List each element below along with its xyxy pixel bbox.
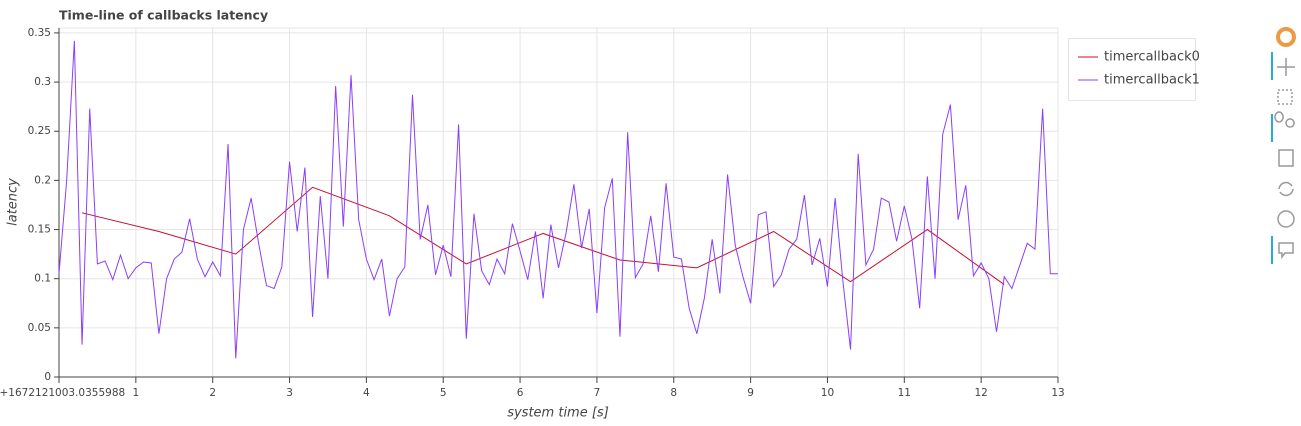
box-zoom-tool[interactable] bbox=[1277, 89, 1293, 105]
chart-title: Time-line of callbacks latency bbox=[59, 8, 268, 23]
x-tick-label: 8 bbox=[670, 387, 677, 399]
grid: 0 0.05 0.1 0.15 0.2 0.25 0.3 0.35 0+1672121003.0… bbox=[0, 27, 1065, 399]
y-tick-label: 0.1 bbox=[34, 273, 51, 285]
legend: timercallback0 timercallback1 bbox=[1078, 50, 1200, 88]
y-tick-label: 0 bbox=[44, 371, 51, 383]
y-tick-label: 0.35 bbox=[28, 27, 51, 39]
save-tool[interactable] bbox=[1278, 149, 1294, 167]
bokeh-logo[interactable] bbox=[1276, 27, 1296, 47]
reset-tool[interactable] bbox=[1278, 181, 1294, 197]
legend-label: timercallback1 bbox=[1104, 73, 1200, 88]
wheel-zoom-tool[interactable] bbox=[1274, 111, 1295, 128]
y-axis-label: latency bbox=[6, 178, 21, 226]
x-tick-label: 11 bbox=[898, 387, 911, 399]
x-tick-label: 6 bbox=[517, 387, 524, 399]
x-tick-label: 9 bbox=[747, 387, 754, 399]
x-tick-label: 12 bbox=[974, 387, 987, 399]
y-tick-label: 0.05 bbox=[28, 322, 51, 334]
plot-area bbox=[58, 40, 1058, 359]
x-tick-label: 2 bbox=[209, 387, 216, 399]
y-tick-label: 0.3 bbox=[34, 76, 51, 88]
x-tick-label: 5 bbox=[440, 387, 447, 399]
help-tool[interactable] bbox=[1277, 210, 1295, 228]
x-tick-label: 7 bbox=[594, 387, 601, 399]
x-tick-label: 1 bbox=[133, 387, 140, 399]
hover-tool[interactable] bbox=[1278, 242, 1294, 260]
pan-tool[interactable] bbox=[1277, 58, 1295, 76]
legend-label: timercallback0 bbox=[1104, 50, 1200, 65]
x-tick-label: 0+1672121003.0355988 bbox=[0, 387, 125, 399]
series-line bbox=[81, 186, 1005, 285]
legend-box bbox=[1068, 38, 1196, 101]
y-tick-label: 0.2 bbox=[34, 174, 51, 186]
series-line bbox=[58, 40, 1058, 359]
toolbar bbox=[1271, 27, 1296, 264]
y-tick-label: 0.15 bbox=[28, 224, 51, 236]
x-axis-label: system time [s] bbox=[507, 406, 609, 421]
y-tick-label: 0.25 bbox=[28, 125, 51, 137]
x-tick-label: 13 bbox=[1051, 387, 1064, 399]
plot-frame bbox=[58, 27, 1059, 378]
x-tick-label: 3 bbox=[286, 387, 293, 399]
x-tick-label: 4 bbox=[363, 387, 370, 399]
x-tick-label: 10 bbox=[821, 387, 834, 399]
